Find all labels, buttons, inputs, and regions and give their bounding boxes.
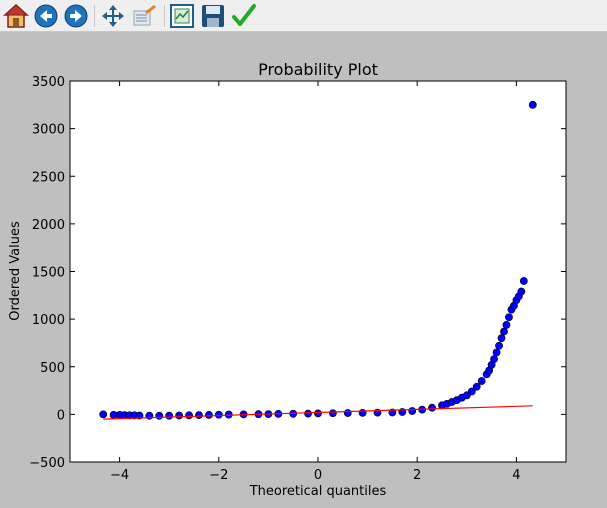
data-point — [155, 411, 164, 420]
save-icon — [202, 5, 224, 27]
chart-title: Probability Plot — [258, 60, 378, 79]
x-tick-label: −4 — [110, 468, 129, 483]
data-point — [99, 410, 108, 419]
data-point — [195, 411, 203, 420]
data-point — [314, 409, 322, 418]
back-arrow-icon — [34, 4, 58, 28]
data-point — [500, 327, 508, 336]
data-point — [214, 410, 223, 419]
data-point — [505, 313, 513, 322]
edit-parameters-button[interactable] — [231, 3, 257, 29]
y-tick-label: 3500 — [32, 75, 65, 90]
data-point — [328, 409, 337, 418]
figure-canvas: Probability Plot Theoretical quantiles O… — [0, 32, 607, 504]
data-point — [492, 348, 501, 357]
pan-icon — [102, 5, 124, 27]
data-point — [428, 403, 436, 412]
probability-plot-chart: Probability Plot Theoretical quantiles O… — [8, 60, 567, 499]
home-icon — [3, 3, 29, 28]
data-point — [502, 320, 511, 329]
data-point — [343, 409, 352, 417]
data-point — [304, 409, 312, 418]
y-tick-label: 0 — [57, 408, 65, 423]
data-point — [497, 334, 506, 343]
y-tick-label: 2500 — [32, 170, 65, 185]
y-axis-label: Ordered Values — [8, 221, 23, 321]
y-tick-label: −500 — [29, 456, 65, 471]
data-point — [472, 382, 481, 391]
data-point — [358, 408, 367, 417]
x-axis-ticks: −4 −2 0 2 4 — [110, 81, 521, 483]
data-marks — [99, 100, 537, 420]
y-axis-ticks: −500 0 500 1000 1500 2000 2500 3000 3500 — [29, 75, 566, 471]
x-tick-label: −2 — [209, 468, 228, 483]
data-point — [175, 411, 184, 420]
x-axis-label: Theoretical quantiles — [249, 484, 387, 499]
axes-background — [69, 80, 567, 463]
y-tick-label: 2000 — [32, 218, 65, 233]
data-point — [519, 277, 528, 285]
home-button[interactable] — [3, 3, 29, 29]
edit-check-icon — [232, 4, 256, 26]
save-button[interactable] — [200, 3, 226, 29]
toolbar — [0, 0, 607, 32]
back-button[interactable] — [33, 3, 59, 29]
y-tick-label: 500 — [40, 361, 65, 376]
y-tick-label: 3000 — [32, 123, 65, 138]
data-point — [408, 407, 417, 415]
data-point — [528, 100, 537, 109]
data-point — [477, 377, 486, 385]
toolbar-separator — [94, 5, 95, 27]
x-tick-label: 4 — [512, 468, 520, 483]
data-point — [490, 355, 498, 364]
data-point — [467, 387, 476, 396]
data-point — [185, 411, 193, 420]
y-tick-label: 1000 — [32, 313, 65, 328]
fit-line — [103, 405, 533, 420]
toolbar-separator — [164, 5, 165, 27]
y-tick-label: 1500 — [32, 266, 65, 281]
zoom-rect-icon — [133, 4, 156, 26]
x-tick-label: 2 — [413, 468, 421, 483]
pan-button[interactable] — [100, 3, 126, 29]
configure-subplots-icon — [170, 4, 194, 28]
forward-button[interactable] — [63, 3, 89, 29]
forward-arrow-icon — [64, 4, 88, 28]
configure-subplots-button[interactable] — [169, 3, 195, 29]
zoom-button[interactable] — [132, 3, 158, 29]
x-tick-label: 0 — [314, 468, 322, 483]
data-point — [517, 287, 526, 296]
data-point — [135, 411, 144, 420]
data-point — [204, 411, 213, 419]
data-point — [165, 411, 174, 420]
data-point — [495, 341, 503, 350]
